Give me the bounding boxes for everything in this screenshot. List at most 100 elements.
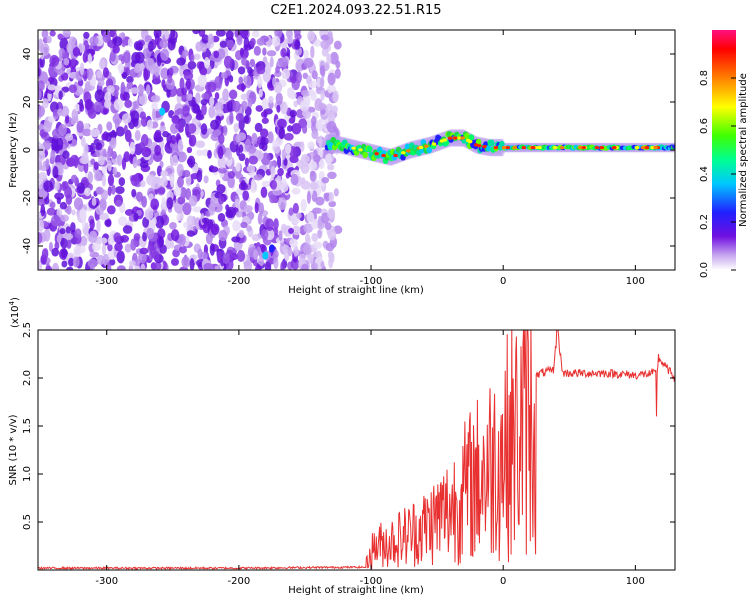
- spectrogram-cell: [60, 248, 68, 259]
- spectrogram-cell: [84, 222, 89, 235]
- spectrogram-cell: [216, 184, 226, 194]
- spectrogram-cell: [121, 157, 127, 170]
- spectrogram-cell: [43, 121, 52, 133]
- spectrogram-cell: [278, 230, 283, 241]
- spectrogram-cell: [133, 233, 141, 241]
- spectrogram-cell: [201, 217, 210, 224]
- spectrogram-cell: [311, 190, 318, 203]
- spectrogram-cell: [218, 229, 228, 242]
- y-tick-label: 40: [22, 48, 33, 61]
- spectrogram-cell: [256, 65, 266, 75]
- spectrogram-cell: [208, 203, 216, 216]
- spectrogram-cell: [131, 52, 141, 64]
- spectrogram-cell: [41, 98, 49, 109]
- ridge-cell: [426, 146, 432, 154]
- spectrogram-cell: [268, 95, 274, 104]
- spectrogram-cell: [292, 202, 299, 215]
- spectrogram-cell: [122, 51, 131, 64]
- spectrogram-cell: [292, 225, 301, 236]
- spectrogram-cell: [238, 144, 244, 153]
- spectrogram-cell: [166, 90, 171, 98]
- spectrogram-cell: [236, 35, 243, 46]
- spectrogram-cell: [240, 93, 248, 100]
- x-tick-label: -300: [95, 576, 118, 587]
- spectrogram-cell: [38, 219, 45, 232]
- y-tick-label: -40: [22, 238, 33, 254]
- spectrogram-cell: [218, 195, 225, 205]
- ridge-cell: [362, 151, 369, 159]
- spectrogram-cell: [240, 179, 247, 190]
- spectrogram-cell: [38, 105, 46, 118]
- spectrogram-cell: [293, 30, 301, 38]
- snr-exponent-label: (x104): [8, 297, 21, 328]
- spectrogram-cell: [84, 80, 92, 92]
- spectrogram-cell: [124, 99, 133, 109]
- spectrogram-cell: [116, 250, 125, 264]
- spectrogram-cell: [151, 108, 157, 121]
- spectrogram-cell: [222, 253, 230, 265]
- spectrogram-cell: [49, 201, 56, 209]
- spectrogram-cell: [120, 81, 126, 95]
- spectrogram-cell: [58, 90, 63, 100]
- spectrogram-cell: [116, 126, 125, 137]
- spectrogram-cell: [170, 240, 175, 249]
- spectrogram-cell: [66, 205, 72, 215]
- spectrogram-cell: [107, 243, 113, 252]
- spectrogram-cell: [252, 30, 260, 38]
- spectrogram-cell: [236, 250, 246, 262]
- spectrogram-cell: [46, 207, 56, 216]
- spectrogram-cell: [107, 236, 115, 246]
- spectrogram-cell: [175, 122, 184, 130]
- spectrogram-cell: [106, 121, 113, 131]
- spectrogram-cell: [320, 90, 325, 101]
- spectrogram-cell: [295, 71, 302, 84]
- spectrogram-cell: [208, 105, 216, 119]
- ridge-peak: [634, 146, 640, 150]
- spectrogram-cell: [106, 150, 111, 162]
- spectrogram-cell: [321, 47, 329, 57]
- ridge-peak: [650, 146, 655, 150]
- spectrogram-cell: [144, 208, 154, 220]
- spectrogram-cell: [225, 30, 234, 41]
- spectrogram-cell: [99, 212, 110, 221]
- spectrogram-cell: [188, 134, 197, 147]
- spectrogram-cell: [94, 89, 105, 103]
- spectrogram-cell: [182, 202, 192, 216]
- spectrogram-cell: [229, 111, 234, 124]
- spectrogram-cell: [258, 202, 265, 215]
- spectrogram-cell: [54, 192, 65, 200]
- spectrogram-cell: [213, 50, 220, 59]
- spectrogram-cell: [280, 47, 287, 58]
- spectrogram-cell: [65, 226, 71, 234]
- spectrogram-cell: [170, 258, 180, 266]
- spectrogram-cell: [56, 234, 62, 244]
- spectrogram-cell: [60, 237, 68, 249]
- spectrogram-cell: [327, 251, 334, 260]
- y-tick-label: -20: [22, 190, 33, 206]
- x-tick-label: 100: [626, 576, 645, 587]
- spectrogram-cell: [93, 101, 103, 113]
- spectrogram-cell: [148, 193, 154, 202]
- spectrogram-cell: [318, 147, 324, 159]
- spectrogram-cell: [312, 241, 323, 249]
- spectrogram-cell: [103, 99, 112, 109]
- spectrogram-cell: [253, 174, 263, 181]
- spectrogram-cell: [49, 54, 60, 67]
- x-tick-label: 0: [500, 276, 506, 287]
- spectrogram-cell: [246, 165, 256, 173]
- spectrogram-cell: [176, 163, 184, 177]
- spectrogram-cell: [201, 103, 207, 116]
- spectrogram-cell: [160, 48, 170, 61]
- spectrogram-cell: [215, 30, 226, 37]
- x-tick-label: -200: [228, 576, 251, 587]
- spectrogram-cell: [176, 213, 181, 222]
- spectrogram-cell: [250, 37, 256, 46]
- spectrogram-cell: [300, 90, 311, 97]
- ridge-cell: [488, 139, 495, 147]
- snr-frame: [37, 329, 676, 571]
- spectrogram-cell: [115, 199, 122, 207]
- spectrogram-cell: [52, 262, 60, 270]
- spectrogram-cell: [307, 141, 315, 150]
- spectrogram-cell: [154, 251, 160, 262]
